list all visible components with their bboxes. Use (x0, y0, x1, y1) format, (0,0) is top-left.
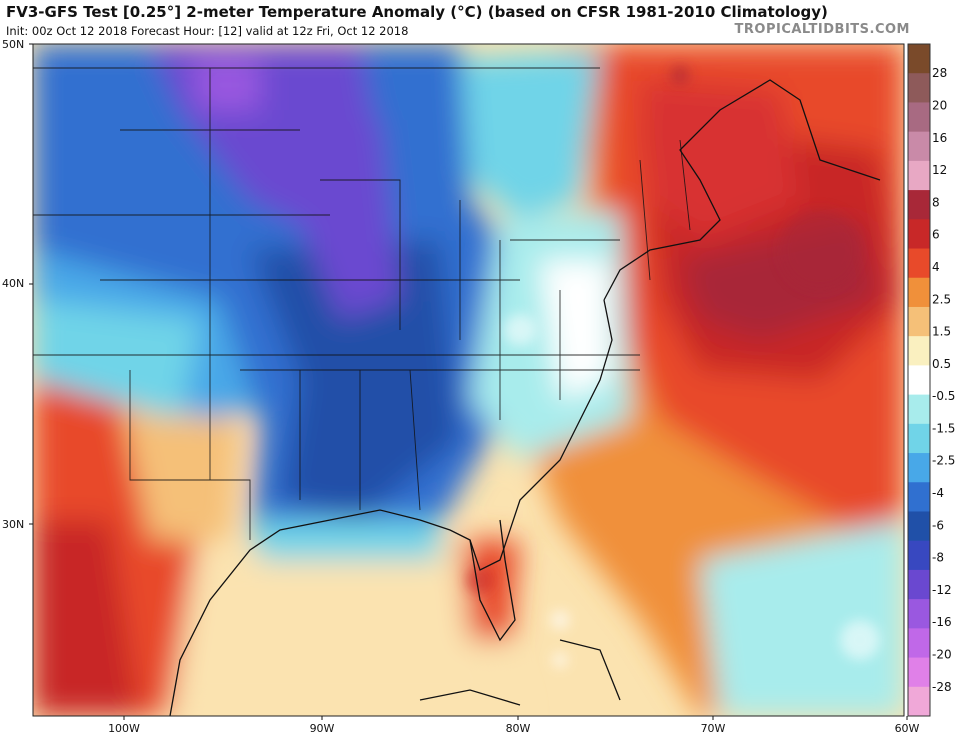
colorbar-swatch (908, 657, 930, 688)
lon-label: 60W (895, 722, 920, 735)
colorbar-swatch (908, 599, 930, 629)
colorbar-swatch (908, 277, 930, 308)
colorbar-swatch (908, 569, 930, 600)
colorbar-label: -2.5 (932, 454, 955, 468)
lat-label: 40N (2, 277, 24, 290)
colorbar-swatch (908, 73, 930, 103)
lon-label: 100W (108, 722, 140, 735)
colorbar-label: -6 (932, 518, 944, 532)
colorbar-swatch (908, 131, 930, 162)
colorbar-swatch (908, 102, 930, 133)
colorbar-legend: 28 20 16 12 8 6 4 2.5 1.5 0.5 -0.5 -1.5 -2.5 -4 -6 -8 -1… (907, 43, 955, 717)
colorbar-label: -28 (932, 680, 952, 694)
colorbar-swatch (908, 190, 930, 220)
colorbar-label: -0.5 (932, 389, 955, 403)
colorbar-swatch (908, 394, 930, 425)
colorbar-swatch (908, 306, 930, 337)
colorbar-swatch (908, 540, 930, 571)
latitude-axis: 50N 40N 30N (2, 38, 33, 531)
colorbar-swatch (908, 511, 930, 542)
colorbar-frame (907, 43, 931, 717)
colorbar-label: 0.5 (932, 357, 951, 371)
colorbar-label: -12 (932, 583, 952, 597)
map-title: FV3-GFS Test [0.25°] 2-meter Temperature… (6, 3, 828, 21)
lon-label: 70W (701, 722, 726, 735)
lat-label: 30N (2, 518, 24, 531)
colorbar-swatch (908, 44, 930, 74)
anomaly-field (33, 44, 904, 716)
colorbar-label: -8 (932, 551, 944, 565)
colorbar-swatch (908, 336, 930, 366)
colorbar-label: 1.5 (932, 325, 951, 339)
lat-label: 50N (2, 38, 24, 51)
credit-watermark: TROPICALTIDBITS.COM (734, 22, 910, 37)
colorbar-label: -16 (932, 615, 952, 629)
lon-label: 90W (310, 722, 335, 735)
colorbar-label: 16 (932, 131, 947, 145)
colorbar-label: 8 (932, 195, 940, 209)
colorbar-label: 2.5 (932, 292, 951, 306)
colorbar-swatch (908, 628, 930, 659)
colorbar-swatch (908, 219, 930, 250)
colorbar-swatch (908, 482, 930, 512)
state-borders (33, 67, 691, 540)
colorbar-label: 4 (932, 260, 940, 274)
colorbar-swatch (908, 365, 930, 396)
colorbar-label: -1.5 (932, 421, 955, 435)
colorbar-swatch (908, 453, 930, 483)
colorbar-label: -4 (932, 486, 944, 500)
colorbar-label: 12 (932, 163, 947, 177)
map-subtitle: Init: 00z Oct 12 2018 Forecast Hour: [12… (6, 24, 409, 38)
colorbar-label: 28 (932, 66, 947, 80)
colorbar-swatch (908, 248, 930, 279)
lon-label: 80W (506, 722, 531, 735)
colorbar-swatch (908, 686, 930, 717)
longitude-axis: 100W 90W 80W 70W 60W (108, 716, 920, 735)
colorbar-label: -20 (932, 647, 952, 661)
colorbar-swatch (908, 160, 930, 191)
coastlines (169, 79, 881, 716)
colorbar-swatch (908, 423, 930, 454)
colorbar-label: 6 (932, 228, 940, 242)
map-frame (32, 43, 905, 717)
colorbar-label: 20 (932, 99, 947, 113)
